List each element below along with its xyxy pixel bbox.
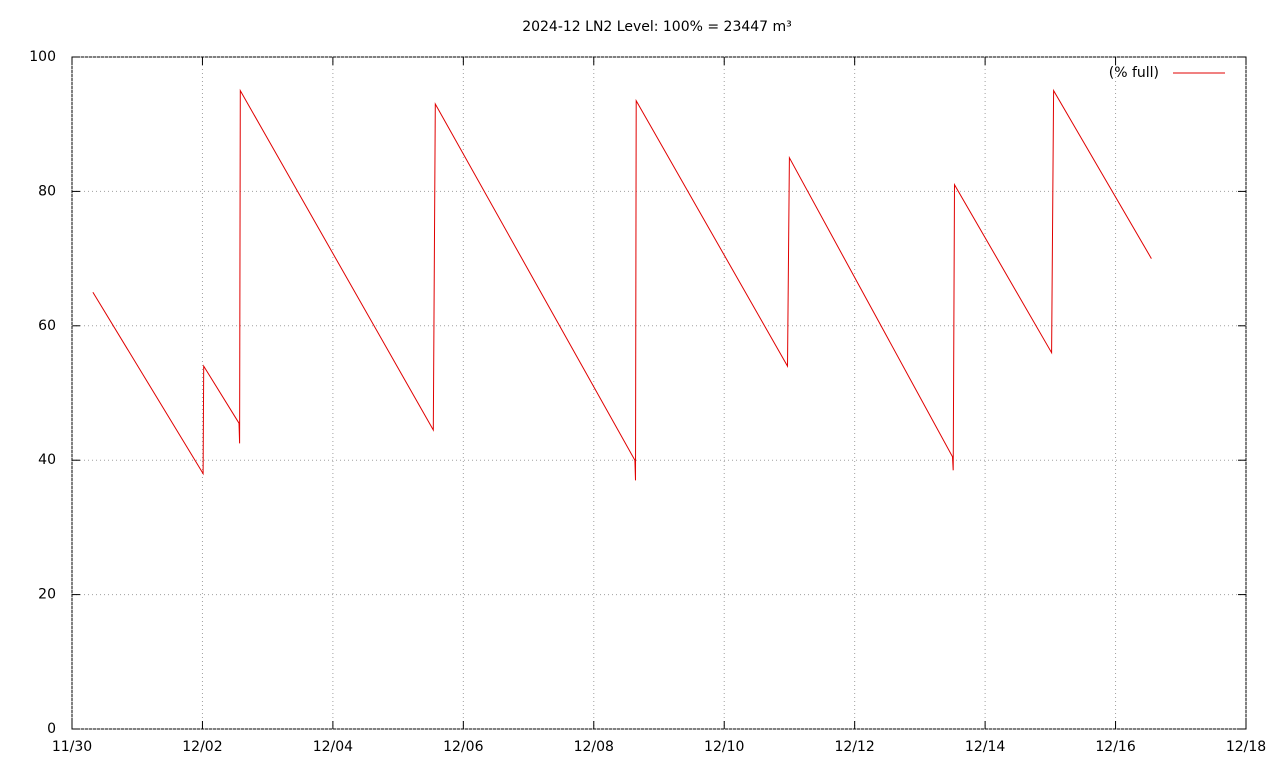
x-tick-label: 12/02 xyxy=(182,739,222,755)
y-tick-label: 40 xyxy=(38,452,56,468)
y-tick-label: 60 xyxy=(38,318,56,334)
y-tick-label: 0 xyxy=(47,721,56,737)
x-tick-label: 12/06 xyxy=(443,739,483,755)
x-tick-label: 12/08 xyxy=(574,739,614,755)
y-tick-label: 20 xyxy=(38,587,56,603)
x-tick-label: 12/10 xyxy=(704,739,744,755)
x-tick-label: 12/18 xyxy=(1226,739,1266,755)
plot-frame xyxy=(71,56,1247,730)
x-tick-label: 12/14 xyxy=(965,739,1005,755)
x-tick-label: 12/04 xyxy=(313,739,353,755)
x-tick-label: 11/30 xyxy=(52,739,92,755)
legend-label: (% full) xyxy=(1109,65,1159,81)
data-line xyxy=(92,88,1152,481)
chart-title: 2024-12 LN2 Level: 100% = 23447 m³ xyxy=(522,19,792,35)
x-tick-label: 12/16 xyxy=(1095,739,1135,755)
y-tick-label: 80 xyxy=(38,183,56,199)
y-tick-label: 100 xyxy=(29,49,56,65)
x-tick-label: 12/12 xyxy=(834,739,874,755)
